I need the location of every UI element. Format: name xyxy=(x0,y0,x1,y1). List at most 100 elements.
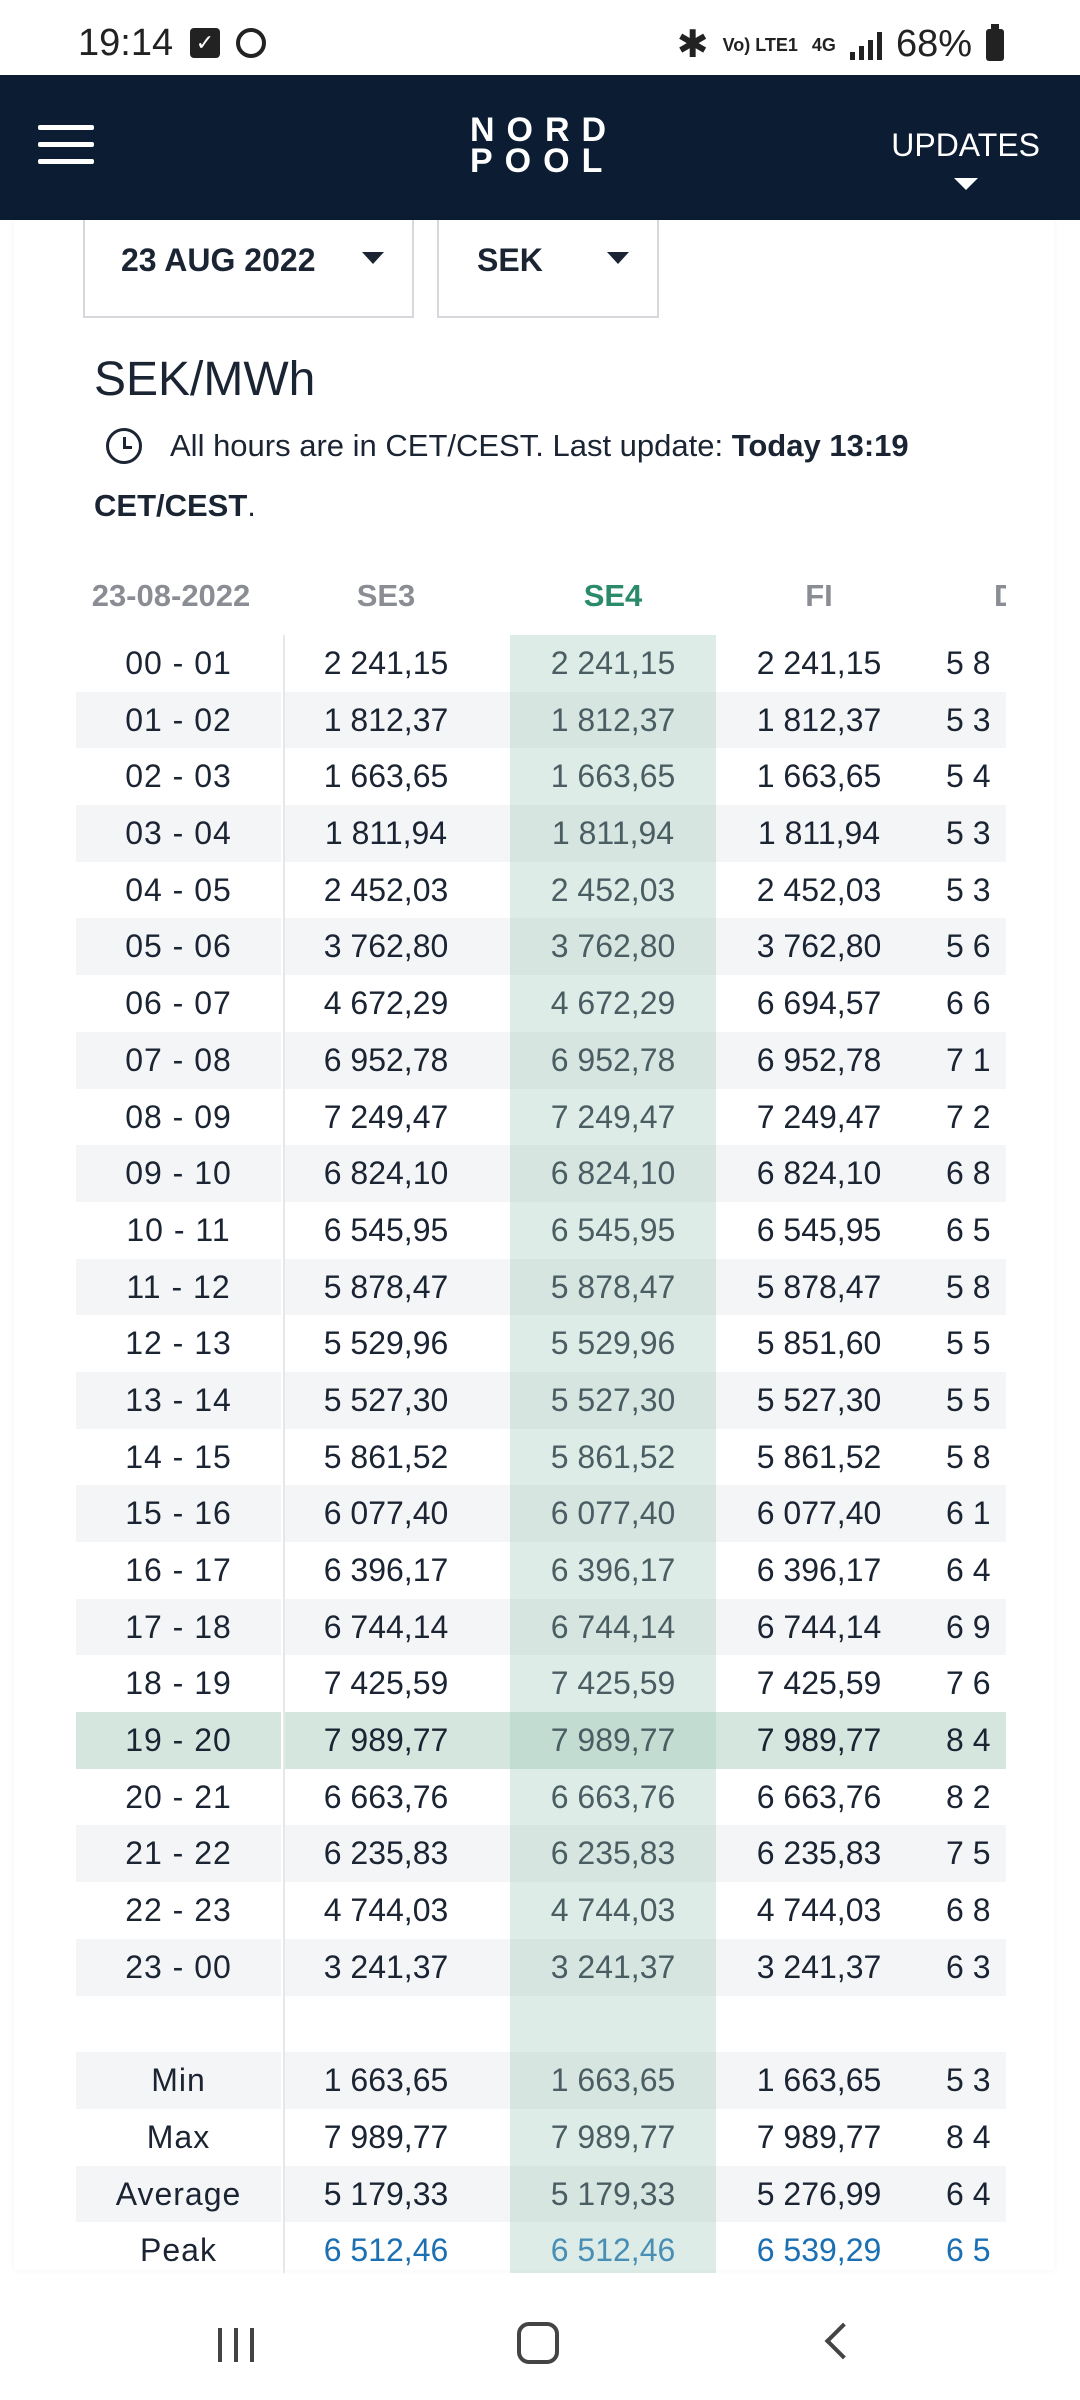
se3-price-cell: 5 527,30 xyxy=(323,1381,449,1418)
hour-cell: 12 - 13 xyxy=(76,1315,283,1372)
next-area-price-cell: 8 4 xyxy=(946,1722,991,1759)
se3-price-cell: 2 452,03 xyxy=(323,871,449,908)
next-area-summary-cell: 5 3 xyxy=(946,2062,991,2099)
table-row: 19 - 20 7 989,77 7 989,77 7 989,77 8 4 xyxy=(76,1712,1006,1769)
fi-price-cell: 6 235,83 xyxy=(756,1835,882,1872)
table-row: 18 - 19 7 425,59 7 425,59 7 425,59 7 6 xyxy=(76,1655,1006,1713)
column-header-d[interactable]: D xyxy=(994,578,1006,613)
next-area-price-cell: 5 8 xyxy=(946,645,991,681)
column-header-date[interactable]: 23-08-2022 xyxy=(91,578,251,613)
table-body: 00 - 01 2 241,15 2 241,15 2 241,15 5 8 01 - 0… xyxy=(76,635,1006,2273)
next-area-price-cell: 6 8 xyxy=(946,1155,991,1192)
hour-cell: 21 - 22 xyxy=(76,1825,283,1883)
fi-price-cell: 2 452,03 xyxy=(756,871,882,908)
table-row: 07 - 08 6 952,78 6 952,78 6 952,78 7 1 xyxy=(76,1031,1006,1089)
hour-cell: 06 - 07 xyxy=(76,975,283,1032)
hour-cell: 14 - 15 xyxy=(76,1428,283,1486)
logo-line-2: POOL xyxy=(470,142,615,180)
next-area-price-cell: 8 2 xyxy=(946,1778,991,1815)
hour-cell: 22 - 23 xyxy=(76,1882,283,1939)
se4-price-cell: 6 545,95 xyxy=(550,1211,676,1248)
currency-select[interactable]: SEK xyxy=(437,220,659,318)
table-row: 14 - 15 5 861,52 5 861,52 5 861,52 5 8 xyxy=(76,1428,1006,1486)
next-area-price-cell: 5 3 xyxy=(946,701,991,738)
next-area-price-cell: 5 8 xyxy=(946,1268,991,1305)
hour-cell: 18 - 19 xyxy=(76,1655,283,1713)
table-row: 04 - 05 2 452,03 2 452,03 2 452,03 5 3 xyxy=(76,861,1006,919)
date-select[interactable]: 23 AUG 2022 xyxy=(83,220,414,318)
status-time: 19:14 xyxy=(78,22,174,64)
column-divider xyxy=(283,635,285,2273)
table-row: 10 - 11 6 545,95 6 545,95 6 545,95 6 5 xyxy=(76,1201,1006,1259)
se4-price-cell: 7 425,59 xyxy=(550,1665,676,1702)
table-row: 12 - 13 5 529,96 5 529,96 5 851,60 5 5 xyxy=(76,1315,1006,1372)
recent-apps-icon[interactable] xyxy=(218,2328,254,2362)
currency-select-value: SEK xyxy=(477,242,543,278)
next-area-price-cell: 5 5 xyxy=(946,1381,991,1418)
updates-label: UPDATES xyxy=(891,127,1040,163)
fi-price-cell: 6 952,78 xyxy=(756,1041,882,1078)
fi-price-cell: 1 663,65 xyxy=(756,758,882,795)
table-row: 22 - 23 4 744,03 4 744,03 4 744,03 6 8 xyxy=(76,1882,1006,1939)
hour-cell: 17 - 18 xyxy=(76,1598,283,1656)
next-area-summary-cell[interactable]: 6 5 xyxy=(946,2232,991,2269)
se4-summary-cell[interactable]: 6 512,46 xyxy=(550,2232,676,2269)
se4-price-cell: 6 396,17 xyxy=(550,1552,676,1588)
summary-row: Min 1 663,65 1 663,65 1 663,65 5 3 xyxy=(76,2052,1006,2109)
network-type-indicator: 4G xyxy=(811,34,836,55)
next-area-price-cell: 6 4 xyxy=(946,1552,991,1588)
chevron-down-icon xyxy=(607,252,629,264)
table-row: 15 - 16 6 077,40 6 077,40 6 077,40 6 1 xyxy=(76,1485,1006,1542)
se4-price-cell: 5 527,30 xyxy=(550,1381,676,1418)
checkbox-notification-icon: ✓ xyxy=(190,28,220,58)
se3-price-cell: 2 241,15 xyxy=(323,645,449,681)
fi-price-cell: 7 989,77 xyxy=(756,1722,882,1759)
unit-title: SEK/MWh xyxy=(94,353,316,406)
content-panel xyxy=(14,220,1054,2270)
column-header-se3[interactable]: SE3 xyxy=(356,578,416,613)
price-table[interactable]: 23-08-2022 SE3 SE4 FI D 00 - 01 2 241,15 2… xyxy=(76,568,1006,2273)
back-icon[interactable] xyxy=(824,2322,862,2360)
table-row: 01 - 02 1 812,37 1 812,37 1 812,37 5 3 xyxy=(76,691,1006,749)
fi-summary-cell: 1 663,65 xyxy=(756,2062,882,2099)
se4-summary-cell: 7 989,77 xyxy=(550,2118,676,2155)
se3-price-cell: 7 989,77 xyxy=(323,1722,449,1759)
fi-summary-cell[interactable]: 6 539,29 xyxy=(756,2232,882,2269)
column-header-fi[interactable]: FI xyxy=(805,578,833,613)
caret-down-icon xyxy=(953,178,978,190)
fi-price-cell: 3 762,80 xyxy=(756,928,882,965)
hour-cell: 20 - 21 xyxy=(76,1768,283,1826)
se3-price-cell: 7 425,59 xyxy=(323,1665,449,1702)
summary-label: Average xyxy=(76,2165,283,2223)
next-area-price-cell: 6 6 xyxy=(946,985,991,1022)
next-area-price-cell: 5 5 xyxy=(946,1325,991,1362)
hour-cell: 11 - 12 xyxy=(76,1258,283,1316)
next-area-price-cell: 6 5 xyxy=(946,1211,991,1248)
column-header-se4[interactable]: SE4 xyxy=(583,578,643,613)
hour-cell: 00 - 01 xyxy=(76,635,283,692)
se3-price-cell: 3 762,80 xyxy=(323,928,449,965)
home-icon[interactable] xyxy=(517,2322,559,2364)
updates-menu-button[interactable]: UPDATES xyxy=(891,127,1040,190)
battery-icon xyxy=(986,23,1004,61)
table-row: 05 - 06 3 762,80 3 762,80 3 762,80 5 6 xyxy=(76,918,1006,976)
hour-cell: 04 - 05 xyxy=(76,861,283,919)
se3-summary-cell[interactable]: 6 512,46 xyxy=(323,2232,449,2269)
nord-pool-logo[interactable]: NORD POOL xyxy=(470,113,615,180)
se3-price-cell: 1 663,65 xyxy=(323,758,449,795)
summary-row: Max 7 989,77 7 989,77 7 989,77 8 4 xyxy=(76,2108,1006,2166)
update-info: All hours are in CET/CEST. Last update: … xyxy=(106,428,909,464)
date-select-value: 23 AUG 2022 xyxy=(121,242,316,278)
se4-price-cell: 5 529,96 xyxy=(550,1325,676,1362)
se3-price-cell: 3 241,37 xyxy=(323,1948,449,1985)
fi-price-cell: 6 824,10 xyxy=(756,1155,882,1192)
status-icons: ✱ Vo) LTE1 4G 68% xyxy=(677,22,1004,67)
se3-price-cell: 6 396,17 xyxy=(323,1552,449,1588)
hamburger-icon[interactable] xyxy=(38,125,94,165)
next-area-price-cell: 6 9 xyxy=(946,1608,991,1645)
hour-cell: 23 - 00 xyxy=(76,1938,283,1996)
hour-cell: 08 - 09 xyxy=(76,1088,283,1146)
fi-price-cell: 1 811,94 xyxy=(757,815,881,852)
fi-price-cell: 6 744,14 xyxy=(756,1608,882,1645)
bluetooth-icon: ✱ xyxy=(676,24,709,66)
